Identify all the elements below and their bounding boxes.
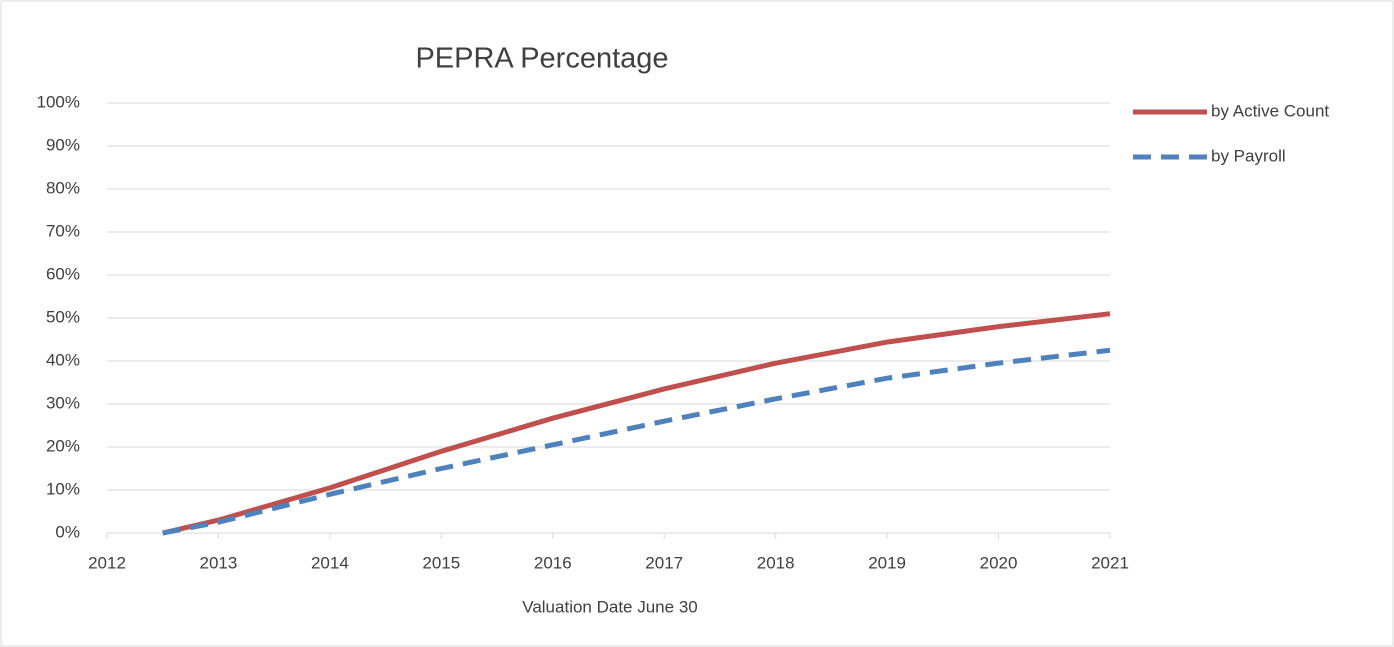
y-tick-label: 20% (46, 436, 80, 455)
y-tick-label: 10% (46, 479, 80, 498)
y-tick-label: 30% (46, 393, 80, 412)
x-axis-label: Valuation Date June 30 (522, 597, 697, 616)
y-tick-label: 80% (46, 178, 80, 197)
x-tick-label: 2018 (757, 553, 795, 572)
x-tick-label: 2014 (311, 553, 349, 572)
series-line (162, 347, 1111, 536)
y-tick-label: 40% (46, 350, 80, 369)
x-tick-label: 2019 (868, 553, 906, 572)
y-tick-label: 100% (37, 92, 80, 111)
chart-title: PEPRA Percentage (415, 43, 668, 75)
y-tick-label: 70% (46, 221, 80, 240)
x-tick-label: 2015 (422, 553, 460, 572)
legend-label: by Active Count (1211, 101, 1329, 120)
x-tick-label: 2012 (88, 553, 126, 572)
series-line (162, 311, 1111, 536)
x-tick-label: 2013 (200, 553, 238, 572)
y-tick-label: 60% (46, 264, 80, 283)
y-tick-label: 0% (55, 522, 80, 541)
y-tick-label: 50% (46, 307, 80, 326)
x-tick-label: 2021 (1091, 553, 1129, 572)
y-tick-label: 90% (46, 135, 80, 154)
legend-label: by Payroll (1211, 146, 1286, 165)
x-tick-label: 2016 (534, 553, 572, 572)
x-tick-label: 2017 (645, 553, 683, 572)
x-tick-label: 2020 (980, 553, 1018, 572)
